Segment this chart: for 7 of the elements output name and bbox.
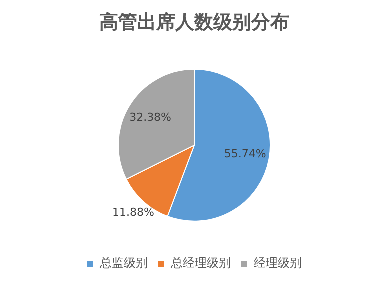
data-label: 55.74% [224,148,266,161]
chart-title: 高管出席人数级别分布 [100,11,290,34]
data-label: 11.88% [112,206,154,219]
data-label: 32.38% [130,111,172,124]
legend-label: 总监级别 [99,256,148,270]
legend-label: 经理级别 [254,256,302,270]
legend-label: 总经理级别 [170,256,231,270]
